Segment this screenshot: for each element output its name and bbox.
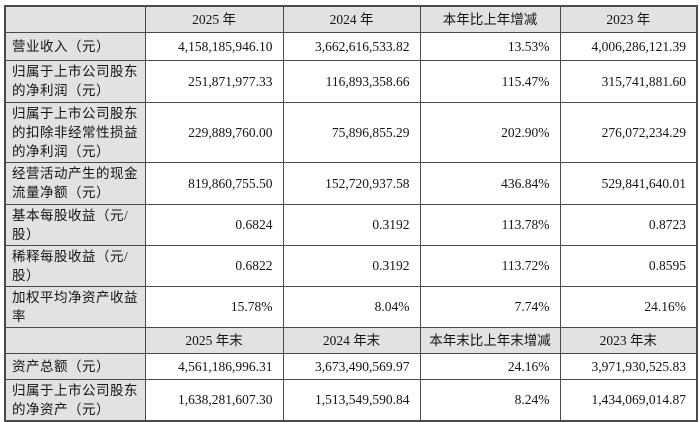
- value-cell: 3,662,616,533.82: [282, 31, 421, 61]
- row-label: 营业收入（元）: [4, 31, 146, 61]
- value-cell: 0.3192: [282, 244, 421, 287]
- row-label: 归属于上市公司股东的净利润（元）: [4, 59, 146, 103]
- column-header-end-change: 本年末比上年末增减: [419, 326, 561, 354]
- value-cell: 0.3192: [282, 203, 421, 246]
- value-cell: 0.8723: [559, 203, 698, 246]
- value-cell: 4,158,185,946.10: [144, 31, 284, 61]
- value-cell: 115.47%: [419, 59, 561, 103]
- table-row-basic-eps: 基本每股收益（元/股） 0.6824 0.3192 113.78% 0.8723: [4, 203, 698, 246]
- value-cell: 3,971,930,525.83: [559, 352, 698, 380]
- value-cell: 1,638,281,607.30: [144, 378, 284, 421]
- column-header-2025-end: 2025 年末: [144, 326, 284, 354]
- column-header-yoy-change: 本年比上年增减: [419, 5, 561, 33]
- annual-header-row: 2025 年 2024 年 本年比上年增减 2023 年: [4, 5, 698, 33]
- table-row-net-assets: 归属于上市公司股东的净资产（元） 1,638,281,607.30 1,513,…: [4, 378, 698, 421]
- financial-summary-table: 2025 年 2024 年 本年比上年增减 2023 年 营业收入（元） 4,1…: [4, 5, 698, 422]
- value-cell: 202.90%: [419, 101, 561, 163]
- value-cell: 1,513,549,590.84: [282, 378, 421, 421]
- table-row-operating-cash-flow: 经营活动产生的现金流量净额（元） 819,860,755.50 152,720,…: [4, 161, 698, 205]
- table-row-diluted-eps: 稀释每股收益（元/股） 0.6822 0.3192 113.72% 0.8595: [4, 244, 698, 287]
- value-cell: 13.53%: [419, 31, 561, 61]
- value-cell: 229,889,760.00: [144, 101, 284, 163]
- value-cell: 113.72%: [419, 244, 561, 287]
- row-label: 归属于上市公司股东的扣除非经常性损益的净利润（元）: [4, 101, 146, 163]
- value-cell: 4,006,286,121.39: [559, 31, 698, 61]
- value-cell: 113.78%: [419, 203, 561, 246]
- column-header-2023: 2023 年: [559, 5, 698, 33]
- value-cell: 7.74%: [419, 285, 561, 328]
- row-label: 经营活动产生的现金流量净额（元）: [4, 161, 146, 205]
- value-cell: 315,741,881.60: [559, 59, 698, 103]
- value-cell: 529,841,640.01: [559, 161, 698, 205]
- table-row-total-assets: 资产总额（元） 4,561,186,996.31 3,673,490,569.9…: [4, 352, 698, 380]
- corner-cell: [4, 5, 146, 33]
- value-cell: 24.16%: [419, 352, 561, 380]
- value-cell: 436.84%: [419, 161, 561, 205]
- period-end-header-row: 2025 年末 2024 年末 本年末比上年末增减 2023 年末: [4, 326, 698, 354]
- value-cell: 116,893,358.66: [282, 59, 421, 103]
- value-cell: 4,561,186,996.31: [144, 352, 284, 380]
- value-cell: 8.04%: [282, 285, 421, 328]
- row-label: 稀释每股收益（元/股）: [4, 244, 146, 287]
- value-cell: 75,896,855.29: [282, 101, 421, 163]
- row-label: 加权平均净资产收益率: [4, 285, 146, 328]
- row-label: 基本每股收益（元/股）: [4, 203, 146, 246]
- value-cell: 0.8595: [559, 244, 698, 287]
- value-cell: 15.78%: [144, 285, 284, 328]
- table-row-weighted-avg-roe: 加权平均净资产收益率 15.78% 8.04% 7.74% 24.16%: [4, 285, 698, 328]
- value-cell: 276,072,234.29: [559, 101, 698, 163]
- value-cell: 3,673,490,569.97: [282, 352, 421, 380]
- value-cell: 152,720,937.58: [282, 161, 421, 205]
- table-row-revenue: 营业收入（元） 4,158,185,946.10 3,662,616,533.8…: [4, 31, 698, 61]
- row-label: 归属于上市公司股东的净资产（元）: [4, 378, 146, 421]
- column-header-2024: 2024 年: [282, 5, 421, 33]
- key-accounting-data-table: 2025 年 2024 年 本年比上年增减 2023 年 营业收入（元） 4,1…: [4, 5, 698, 422]
- column-header-2023-end: 2023 年末: [559, 326, 698, 354]
- value-cell: 0.6822: [144, 244, 284, 287]
- column-header-2024-end: 2024 年末: [282, 326, 421, 354]
- value-cell: 8.24%: [419, 378, 561, 421]
- table-row-net-profit: 归属于上市公司股东的净利润（元） 251,871,977.33 116,893,…: [4, 59, 698, 103]
- row-label: 资产总额（元）: [4, 352, 146, 380]
- table-row-net-profit-excl-nonrecurring: 归属于上市公司股东的扣除非经常性损益的净利润（元） 229,889,760.00…: [4, 101, 698, 163]
- value-cell: 1,434,069,014.87: [559, 378, 698, 421]
- value-cell: 819,860,755.50: [144, 161, 284, 205]
- column-header-2025: 2025 年: [144, 5, 284, 33]
- value-cell: 24.16%: [559, 285, 698, 328]
- value-cell: 0.6824: [144, 203, 284, 246]
- corner-cell: [4, 326, 146, 354]
- value-cell: 251,871,977.33: [144, 59, 284, 103]
